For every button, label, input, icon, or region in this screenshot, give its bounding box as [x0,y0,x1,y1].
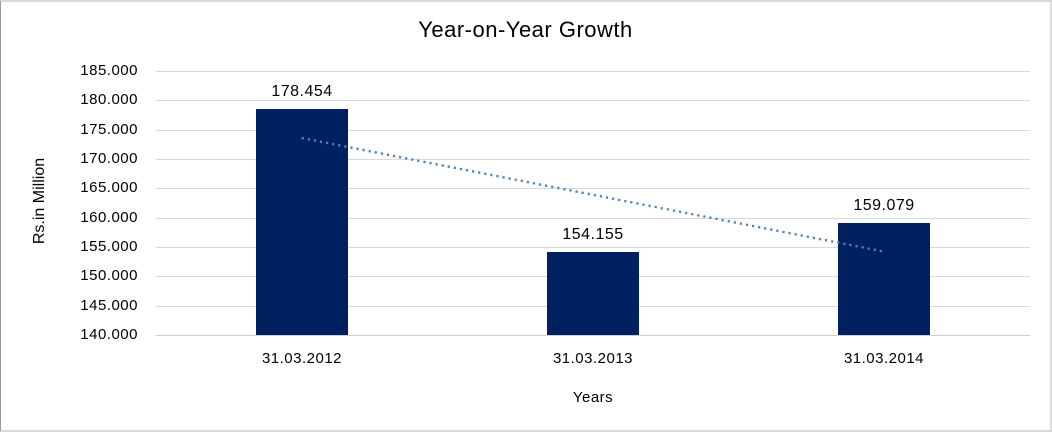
bar [838,223,930,335]
y-tick-label: 160.000 [80,209,138,226]
bar [547,252,639,335]
bar [256,109,348,335]
y-tick-label: 145.000 [80,297,138,314]
y-axis-title-text: Rs.in Million [31,157,48,245]
gridline [156,130,1030,131]
y-tick-label: 140.000 [80,326,138,343]
y-tick-label: 170.000 [80,150,138,167]
gridline [156,71,1030,72]
y-tick-label: 175.000 [80,121,138,138]
x-tick-label: 31.03.2014 [843,350,925,367]
y-tick-label: 155.000 [80,238,138,255]
x-axis-title: Years [572,389,614,406]
y-tick-label: 185.000 [80,62,138,79]
bar-value-label: 154.155 [562,226,624,243]
chart-title: Year-on-Year Growth [418,17,633,42]
y-tick-label: 150.000 [80,267,138,284]
x-tick-label: 31.03.2013 [552,350,634,367]
gridline [156,100,1030,101]
x-axis-line [156,335,1030,336]
y-tick-label: 165.000 [80,179,138,196]
y-tick-label: 180.000 [80,91,138,108]
bar-value-label: 159.079 [853,197,915,214]
x-tick-label: 31.03.2012 [261,350,343,367]
bar-value-label: 178.454 [271,83,333,100]
